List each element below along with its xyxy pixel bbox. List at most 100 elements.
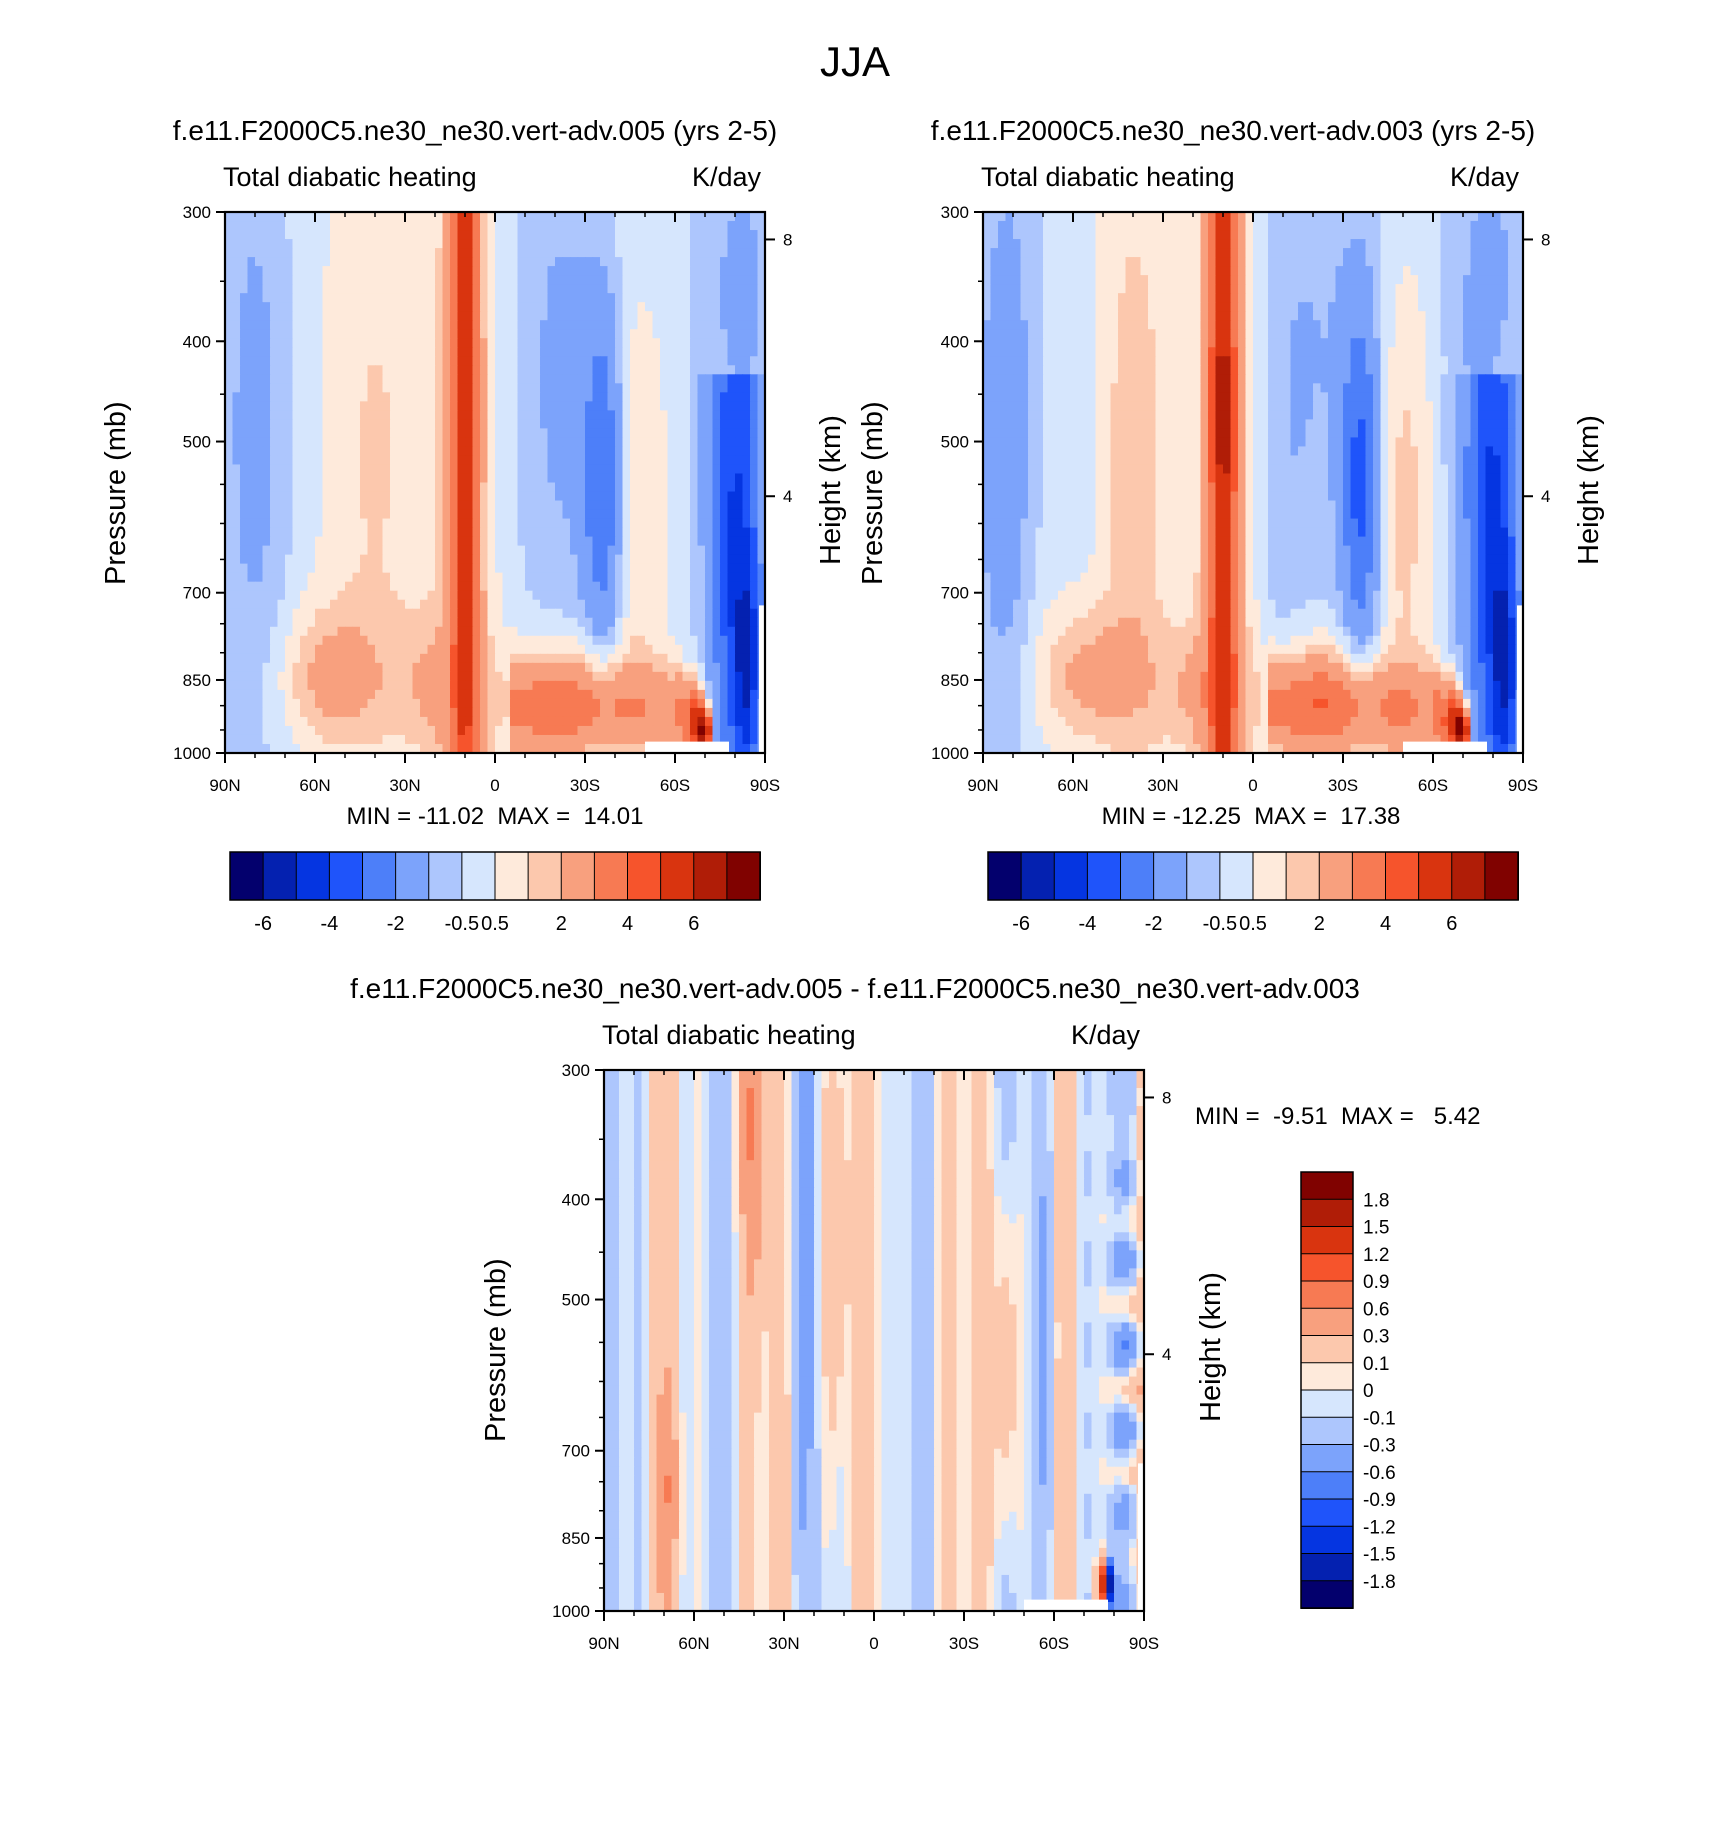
field-cell: [652, 689, 661, 700]
field-cell: [472, 716, 481, 727]
field-cell: [375, 509, 384, 520]
field-cell: [315, 275, 324, 285]
field-cell: [262, 671, 271, 682]
field-cell: [750, 347, 759, 357]
field-cell: [720, 491, 729, 502]
field-cell: [637, 410, 646, 420]
field-cell: [1305, 212, 1314, 222]
field-cell: [420, 365, 429, 375]
field-cell: [390, 230, 399, 240]
field-cell: [322, 311, 331, 321]
field-cell: [420, 212, 429, 222]
field-cell: [712, 635, 721, 646]
field-cell: [345, 473, 354, 484]
field-cell: [247, 221, 256, 231]
field-cell: [510, 689, 519, 700]
field-cell: [540, 464, 549, 475]
field-cell: [675, 383, 684, 393]
field-cell: [450, 509, 459, 520]
field-cell: [1185, 248, 1194, 258]
field-cell: [457, 347, 466, 357]
field-cell: [750, 743, 759, 754]
field-cell: [1133, 275, 1142, 285]
field-cell: [742, 671, 751, 682]
field-cell: [480, 608, 489, 619]
field-cell: [240, 392, 249, 402]
field-cell: [487, 302, 496, 312]
field-cell: [1253, 221, 1262, 231]
field-cell: [577, 410, 586, 420]
field-cell: [472, 419, 481, 429]
field-cell: [337, 644, 346, 655]
field-cell: [472, 356, 481, 366]
field-cell: [255, 671, 264, 682]
field-cell: [532, 401, 541, 411]
field-cell: [450, 590, 459, 601]
field-cell: [1478, 266, 1487, 276]
field-cell: [375, 329, 384, 339]
field-cell: [570, 401, 579, 411]
field-cell: [307, 230, 316, 240]
field-cell: [480, 482, 489, 493]
field-cell: [1395, 275, 1404, 285]
field-cell: [255, 455, 264, 466]
field-cell: [300, 482, 309, 493]
field-cell: [727, 257, 736, 267]
field-cell: [262, 626, 271, 637]
field-cell: [637, 689, 646, 700]
field-cell: [382, 428, 391, 439]
field-cell: [592, 464, 601, 475]
field-cell: [262, 518, 271, 529]
field-cell: [735, 230, 744, 240]
field-cell: [690, 680, 699, 691]
field-cell: [990, 257, 999, 267]
field-cell: [607, 464, 616, 475]
field-cell: [645, 212, 654, 222]
field-cell: [270, 716, 279, 727]
field-cell: [300, 329, 309, 339]
field-cell: [540, 302, 549, 312]
field-cell: [495, 599, 504, 610]
field-cell: [645, 536, 654, 547]
colorbar-box: [395, 851, 430, 901]
field-cell: [337, 734, 346, 745]
field-cell: [367, 518, 376, 529]
field-cell: [652, 608, 661, 619]
field-cell: [352, 230, 361, 240]
field-cell: [637, 401, 646, 411]
field-cell: [645, 527, 654, 538]
field-cell: [1125, 257, 1134, 267]
field-cell: [390, 302, 399, 312]
field-cell: [487, 536, 496, 547]
field-cell: [705, 392, 714, 402]
field-cell: [1373, 248, 1382, 258]
field-cell: [517, 572, 526, 583]
field-cell: [232, 212, 241, 222]
field-cell: [1133, 257, 1142, 267]
field-cell: [983, 248, 992, 258]
field-cell: [397, 581, 406, 592]
field-cell: [1313, 221, 1322, 231]
field-cell: [307, 428, 316, 439]
field-cell: [225, 554, 234, 565]
field-cell: [712, 410, 721, 420]
field-cell: [247, 599, 256, 610]
field-cell: [555, 644, 564, 655]
field-cell: [510, 293, 519, 303]
field-cell: [232, 725, 241, 736]
field-cell: [300, 536, 309, 547]
field-cell: [1193, 248, 1202, 258]
field-cell: [457, 671, 466, 682]
field-cell: [435, 689, 444, 700]
colorbar-label: -4: [320, 913, 338, 935]
field-cell: [315, 446, 324, 457]
field-cell: [697, 671, 706, 682]
field-cell: [735, 725, 744, 736]
field-cell: [652, 734, 661, 745]
field-cell: [510, 356, 519, 366]
field-cell: [420, 590, 429, 601]
field-cell: [487, 338, 496, 348]
field-cell: [427, 500, 436, 511]
field-cell: [465, 653, 474, 664]
field-cell: [285, 293, 294, 303]
